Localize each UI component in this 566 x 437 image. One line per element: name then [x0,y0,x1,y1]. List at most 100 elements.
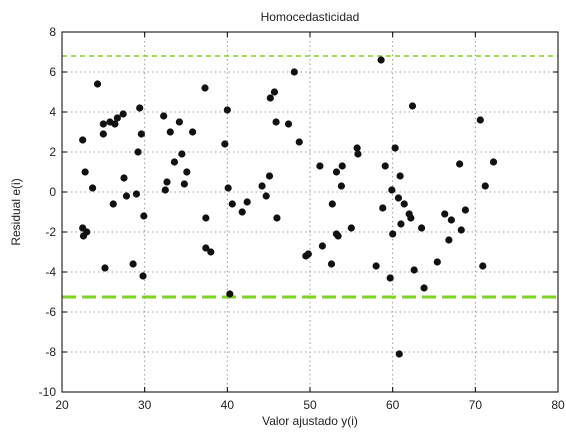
y-tick-label: -6 [45,305,56,319]
data-point [202,244,210,252]
y-tick-label: 8 [49,25,56,39]
data-point [396,172,404,180]
data-point [226,290,234,298]
x-tick-label: 40 [221,398,235,412]
data-point [476,116,484,124]
data-point [334,232,342,240]
data-point [189,128,197,136]
data-point [332,168,341,176]
data-point [397,220,405,228]
data-point [266,94,274,102]
data-point [290,68,298,76]
data-point [447,216,455,224]
x-tick-label: 70 [469,398,483,412]
data-point [481,182,489,190]
data-point [243,198,251,206]
y-tick-label: -2 [45,225,56,239]
y-axis-label: Residual e(i) [9,178,23,245]
chart-title: Homocedasticidad [261,10,360,24]
data-point [456,160,464,168]
y-tick-labels: -10 -8 -6 -4 -2 0 2 4 6 8 [39,25,57,399]
data-point [180,180,188,188]
data-point [81,168,89,176]
data-point [388,186,396,194]
data-point [262,192,270,200]
data-point [284,120,293,128]
data-point [389,230,397,238]
data-point [101,264,109,272]
y-tick-label: 0 [49,185,56,199]
x-axis-label: Valor ajustado y(i) [262,414,358,428]
x-tick-label: 20 [55,398,69,412]
data-point [183,168,191,176]
data-point [441,210,449,218]
data-point [408,102,417,110]
x-tick-label: 30 [138,398,152,412]
data-point [420,284,428,292]
data-point [132,190,140,198]
data-point [273,214,281,222]
data-point [407,214,415,222]
data-point [394,194,403,202]
y-tick-label: -8 [45,345,56,359]
data-point [270,88,279,96]
data-point [175,118,183,126]
data-point [228,200,236,208]
data-point [318,242,326,250]
data-point [160,112,168,120]
data-point [410,266,418,274]
data-point [489,158,498,166]
data-point [258,182,266,190]
data-points [79,56,498,358]
data-point [221,140,229,148]
data-point [479,262,487,270]
data-point [457,226,465,234]
x-tick-label: 50 [303,398,317,412]
data-point [265,172,274,180]
reference-lines [62,55,558,299]
x-tick-labels: 20 30 40 50 60 70 80 [55,398,565,412]
data-point [161,186,169,194]
tick-marks [61,31,559,393]
data-point [139,272,147,280]
data-point [93,80,102,88]
data-point [433,258,441,266]
data-point [113,114,121,122]
grid-lines [62,32,558,392]
data-point [134,148,142,156]
data-point [79,136,87,144]
data-point [395,350,403,358]
y-tick-label: 4 [49,105,56,119]
data-point [386,274,394,282]
data-point [109,200,117,208]
y-tick-label: -4 [45,265,56,279]
data-point [353,144,361,152]
data-point [338,162,346,170]
data-point [381,162,389,170]
data-point [327,260,336,268]
data-point [328,200,336,208]
data-point [316,162,324,170]
data-point [99,130,107,138]
data-point [166,128,174,136]
data-point [137,130,145,138]
data-point [136,104,144,112]
data-point [347,224,355,232]
data-point [88,184,97,192]
data-point [202,214,210,222]
data-point [272,118,280,126]
data-point [295,138,303,146]
data-point [120,174,128,182]
data-point [140,212,148,220]
data-point [461,206,470,214]
x-tick-label: 60 [386,398,400,412]
data-point [99,120,107,128]
data-point [400,200,408,208]
data-point [445,236,453,244]
data-point [304,250,312,258]
data-point [170,158,179,166]
y-tick-label: 6 [49,65,56,79]
data-point [377,56,385,64]
